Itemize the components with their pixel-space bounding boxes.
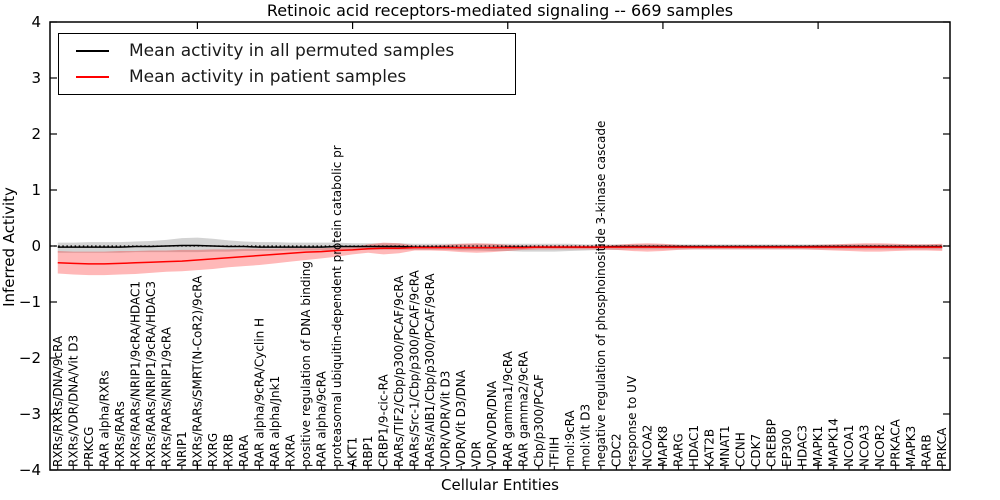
y-tick-label: −3 (19, 405, 41, 423)
y-tick-label: 3 (31, 69, 41, 87)
x-tick-label: RXRs/RARs/SMRT(N-CoR2)/9cRA (190, 275, 204, 467)
x-tick-label: RXRs/RARs/NRIP1/9cRA (159, 326, 173, 467)
legend-label: Mean activity in patient samples (129, 67, 407, 88)
x-tick-label: mol:9cRA (563, 410, 577, 467)
y-tick-label: −4 (19, 461, 41, 479)
x-tick-label: TFIIH (547, 437, 561, 468)
y-tick-label: 0 (31, 237, 41, 255)
x-tick-label: NCOA3 (858, 425, 872, 467)
legend: Mean activity in all permuted samples Me… (58, 33, 516, 95)
x-tick-label: RAR alpha/RXRs (97, 370, 111, 467)
plot-area-border (49, 21, 951, 471)
legend-label: Mean activity in all permuted samples (129, 40, 455, 61)
mean-lines (57, 244, 943, 265)
x-tick-label: CDC2 (609, 433, 623, 467)
x-tick-label: RAR gamma1/9cRA (501, 350, 515, 467)
permuted-samples-range (57, 237, 943, 253)
x-tick-label: RAR alpha/Jnk1 (268, 376, 282, 467)
x-tick-label: CREBBP (765, 419, 779, 467)
x-tick-label: positive regulation of DNA binding (299, 261, 313, 467)
x-tick-label: Cbp/p300/PCAF (532, 374, 546, 467)
x-tick-label: negative regulation of phosphoinositide … (594, 121, 608, 467)
x-tick-label: RXRs/RARs/NRIP1/9cRA/HDAC1 (128, 281, 142, 467)
y-tick-label: −1 (19, 293, 41, 311)
x-tick-label: AKT1 (346, 437, 360, 467)
confidence-bands (57, 237, 943, 276)
x-tick-label: RAR gamma2/9cRA (516, 350, 530, 467)
series-line (57, 246, 943, 265)
x-axis-label: Cellular Entities (441, 476, 559, 494)
patient-line-swatch (76, 76, 109, 79)
x-tick-label: proteasomal ubiquitin-dependent protein … (330, 145, 344, 467)
x-tick-label: VDR/Vit D3/DNA (454, 369, 468, 467)
x-tick-label: MAPK8 (656, 426, 670, 467)
y-tick-label: −2 (19, 349, 41, 367)
x-tick-label: VDR/VDR/Vit D3 (439, 371, 453, 467)
x-tick-label: MAPK14 (827, 418, 841, 467)
x-tick-label: RXRB (221, 434, 235, 467)
x-tick-label: RARs/AIB1/Cbp/p300/PCAF/9cRA (423, 273, 437, 467)
x-tick-label: RXRs/RXRs/DNA/9cRA (51, 335, 65, 467)
x-tick-label: NCOA1 (842, 425, 856, 467)
x-tick-label: RXRs/VDR/DNA/Vit D3 (66, 335, 80, 467)
x-tick-label: MNAT1 (718, 425, 732, 467)
x-tick-label: NRIP1 (175, 431, 189, 467)
x-tick-label: RARs/Src-1/Cbp/p300/PCAF/9cRA (408, 269, 422, 467)
x-tick-label: RBP1 (361, 436, 375, 467)
x-tick-label: RARs/TIF2/Cbp/p300/PCAF/9cRA (392, 275, 406, 467)
legend-item-permuted: Mean activity in all permuted samples (59, 41, 515, 61)
x-category-labels: RXRs/RXRs/DNA/9cRA RXRs/VDR/DNA/Vit D3 PRK… (51, 121, 949, 468)
y-tick-label: 2 (31, 125, 41, 143)
x-tick-label: NCOA2 (640, 425, 654, 467)
x-tick-label: response to UV (625, 375, 639, 467)
legend-item-patient: Mean activity in patient samples (59, 67, 515, 87)
chart-title: Retinoic acid receptors-mediated signali… (266, 1, 734, 20)
x-tick-label: VDR (470, 441, 484, 467)
x-tick-label: CCNH (734, 432, 748, 467)
x-tick-label: MAPK3 (904, 426, 918, 467)
x-tick-label: RARG (671, 433, 685, 467)
x-tick-label: HDAC1 (687, 425, 701, 467)
y-tick-label: 1 (31, 181, 41, 199)
x-tick-label: VDR/VDR/DNA (485, 380, 499, 467)
x-tick-label: NCOR2 (873, 424, 887, 467)
x-tick-label: RXRA (284, 434, 298, 467)
x-tick-label: PRKCA (935, 427, 949, 467)
permuted-line-swatch (76, 49, 109, 52)
y-tick-labels: 4 3 2 1 0 −1 −2 −3 −4 (19, 13, 41, 479)
x-tick-label: RXRs/RARs (113, 401, 127, 467)
x-tick-label: KAT2B (702, 429, 716, 467)
x-tick-label: PRKCG (82, 427, 96, 467)
y-tick-label: 4 (31, 13, 41, 31)
x-tick-label: RARB (920, 434, 934, 467)
x-tick-label: RAR alpha/9cRA/Cyclin H (252, 318, 266, 467)
x-tick-label: MAPK1 (811, 426, 825, 467)
y-axis-label: Inferred Activity (0, 187, 18, 307)
x-tick-label: RAR alpha/9cRA (315, 370, 329, 467)
x-tick-label: RXRG (206, 433, 220, 467)
x-tick-label: RXRs/RARs/NRIP1/9cRA/HDAC3 (144, 281, 158, 467)
x-tick-label: HDAC3 (796, 425, 810, 467)
x-tick-label: RARA (237, 434, 251, 467)
x-tick-label: CRBP1/9-cic-RA (377, 373, 391, 467)
x-tick-label: EP300 (780, 429, 794, 467)
patient-samples-range (57, 242, 943, 276)
x-tick-label: mol:Vit D3 (578, 404, 592, 467)
x-tick-label: CDK7 (749, 434, 763, 467)
x-tick-label: PRKACA (889, 418, 903, 467)
